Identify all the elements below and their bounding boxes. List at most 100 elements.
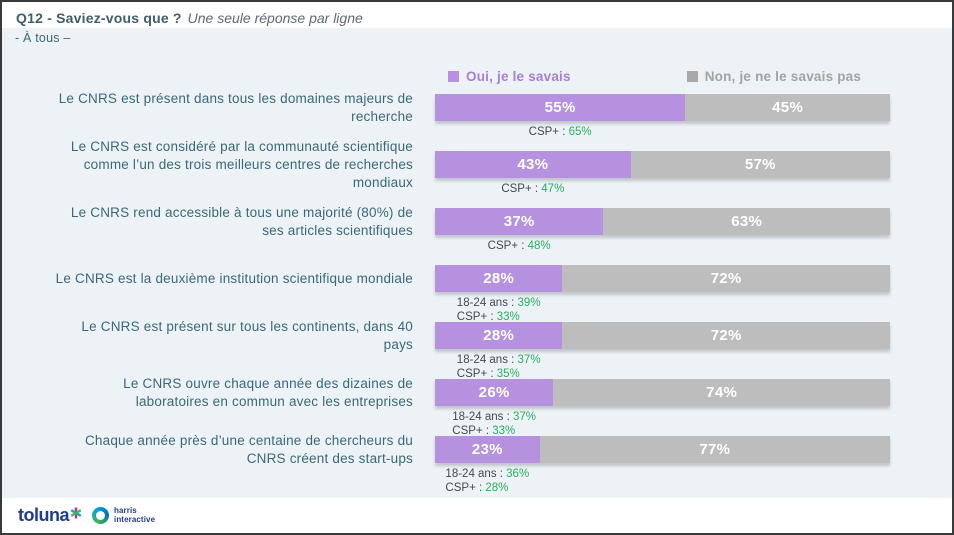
bar-segment-oui: 28% <box>435 322 563 349</box>
subgroup-annotation-line: CSP+ : 33% <box>452 424 536 438</box>
category-label-text: Chaque année près d’une centaine de cher… <box>84 432 413 466</box>
category-label-text: Le CNRS est présent dans tous les domain… <box>58 90 413 124</box>
bar-value-label: 77% <box>699 441 731 458</box>
subgroup-name: CSP+ : <box>528 126 569 138</box>
subgroup-annotation-line: CSP+ : 47% <box>501 182 564 196</box>
subgroup-value: 33% <box>492 425 516 437</box>
legend-label-oui: Oui, je le savais <box>466 68 571 84</box>
stacked-bar: 28% 72% <box>435 265 890 292</box>
category-label: Le CNRS est présent sur tous les contine… <box>16 319 413 352</box>
subgroup-name: CSP+ : <box>501 183 542 195</box>
chart-row: Le CNRS rend accessible à tous une major… <box>16 205 952 265</box>
bar-segment-non: 45% <box>685 94 890 121</box>
subgroup-annotation-line: 18-24 ans : 36% <box>445 467 529 481</box>
category-label: Le CNRS est considéré par la communauté … <box>16 139 413 190</box>
bar-value-label: 23% <box>471 441 503 458</box>
stacked-bar: 28% 72% <box>435 322 890 349</box>
toluna-logo: toluna <box>18 505 70 525</box>
bar-value-label: 72% <box>710 327 742 344</box>
bar-segment-non: 74% <box>553 379 890 406</box>
subgroup-value: 35% <box>496 368 520 380</box>
question-id-title: Q12 - Saviez-vous que ? <box>16 10 182 26</box>
subgroup-annotations: 18-24 ans : 39% CSP+ : 33% <box>457 296 541 324</box>
footer-logos: toluna harris interactive <box>2 498 952 533</box>
bar-segment-oui: 37% <box>435 208 604 235</box>
audience-text: - À tous – <box>15 30 71 45</box>
stacked-bar: 55% 45% <box>435 94 890 121</box>
subgroup-annotations: CSP+ : 47% <box>501 182 564 196</box>
legend-swatch-oui-icon <box>448 70 459 82</box>
bar-segment-non: 63% <box>603 208 890 235</box>
chart-row: Le CNRS est présent sur tous les contine… <box>16 319 952 381</box>
subgroup-annotation-line: 18-24 ans : 37% <box>452 410 536 424</box>
subgroup-annotations: CSP+ : 65% <box>529 125 592 139</box>
subgroup-annotation-line: CSP+ : 28% <box>445 481 529 495</box>
legend-label-non: Non, je ne le savais pas <box>704 68 862 84</box>
bar-value-label: 28% <box>483 327 515 344</box>
harris-interactive-circle-icon <box>92 507 109 524</box>
chart-row: Le CNRS est la deuxième institution scie… <box>16 265 952 324</box>
bar-column: 28% 72% 18-24 ans : 39% CSP+ : 33% <box>435 265 890 324</box>
subgroup-name: 18-24 ans : <box>452 411 513 423</box>
bar-segment-non: 72% <box>562 322 890 349</box>
legend-item-non: Non, je ne le savais pas <box>686 68 862 84</box>
bar-column: 23% 77% 18-24 ans : 36% CSP+ : 28% <box>435 436 890 495</box>
chart-row: Le CNRS est considéré par la communauté … <box>16 139 952 208</box>
subgroup-annotation-line: 18-24 ans : 37% <box>457 353 541 367</box>
bar-value-label: 37% <box>503 213 535 230</box>
bar-value-label: 43% <box>517 156 549 173</box>
legend-swatch-non-icon <box>686 70 698 82</box>
bar-segment-oui: 26% <box>435 379 554 406</box>
category-label: Chaque année près d’une centaine de cher… <box>16 433 413 466</box>
bar-rows-container: Le CNRS est présent dans tous les domain… <box>16 91 952 495</box>
bar-value-label: 63% <box>731 213 763 230</box>
category-label: Le CNRS est présent dans tous les domain… <box>16 91 413 124</box>
bar-segment-oui: 55% <box>435 94 686 121</box>
subgroup-name: 18-24 ans : <box>445 468 507 480</box>
category-label-text: Le CNRS est la deuxième institution scie… <box>55 270 413 286</box>
stacked-bar: 26% 74% <box>435 379 890 406</box>
category-label-text: Le CNRS rend accessible à tous une major… <box>70 204 413 238</box>
bar-segment-oui: 23% <box>435 436 540 463</box>
audience-base-label: - À tous – <box>2 28 952 47</box>
subgroup-value: 37% <box>512 411 537 423</box>
subgroup-value: 65% <box>568 126 592 138</box>
harris-line1: harris <box>114 506 137 515</box>
harris-interactive-logo: harris interactive <box>114 506 155 524</box>
chart-row: Chaque année près d’une centaine de cher… <box>16 433 952 495</box>
subgroup-annotations: CSP+ : 48% <box>488 239 551 253</box>
subgroup-value: 48% <box>527 240 551 252</box>
subgroup-value: 33% <box>496 311 520 323</box>
bar-column: 55% 45% CSP+ : 65% <box>435 94 890 151</box>
bar-column: 26% 74% 18-24 ans : 37% CSP+ : 33% <box>435 379 890 438</box>
subgroup-name: 18-24 ans : <box>456 354 518 366</box>
subgroup-annotation-line: CSP+ : 33% <box>457 310 541 324</box>
legend-item-oui: Oui, je le savais <box>448 69 571 84</box>
bar-value-label: 28% <box>483 270 515 287</box>
subgroup-annotation-line: CSP+ : 65% <box>529 125 592 139</box>
toluna-asterisk-icon <box>70 507 82 518</box>
bar-value-label: 57% <box>744 156 776 173</box>
subgroup-value: 28% <box>485 482 509 494</box>
bar-segment-non: 77% <box>539 436 890 463</box>
bar-value-label: 74% <box>706 384 738 401</box>
question-instruction: Une seule réponse par ligne <box>187 10 363 26</box>
category-label-text: Le CNRS est considéré par la communauté … <box>70 138 413 190</box>
subgroup-name: CSP+ : <box>456 311 497 323</box>
subgroup-annotations: 18-24 ans : 37% CSP+ : 35% <box>457 353 541 381</box>
chart-area: Oui, je le savais Non, je ne le savais p… <box>2 47 952 498</box>
stacked-bar: 43% 57% <box>435 151 890 178</box>
category-label: Le CNRS ouvre chaque année des dizaines … <box>16 376 413 409</box>
category-label: Le CNRS rend accessible à tous une major… <box>16 205 413 238</box>
stacked-bar: 23% 77% <box>435 436 890 463</box>
category-label-text: Le CNRS est présent sur tous les contine… <box>81 318 413 352</box>
question-header: Q12 - Saviez-vous que ? Une seule répons… <box>2 2 952 28</box>
subgroup-annotations: 18-24 ans : 37% CSP+ : 33% <box>452 410 536 438</box>
category-label: Le CNRS est la deuxième institution scie… <box>16 265 413 292</box>
bar-value-label: 45% <box>772 99 804 116</box>
category-label-text: Le CNRS ouvre chaque année des dizaines … <box>123 375 413 409</box>
subgroup-value: 47% <box>541 183 565 195</box>
subgroup-annotation-line: CSP+ : 35% <box>457 367 541 381</box>
bar-value-label: 55% <box>544 99 576 116</box>
